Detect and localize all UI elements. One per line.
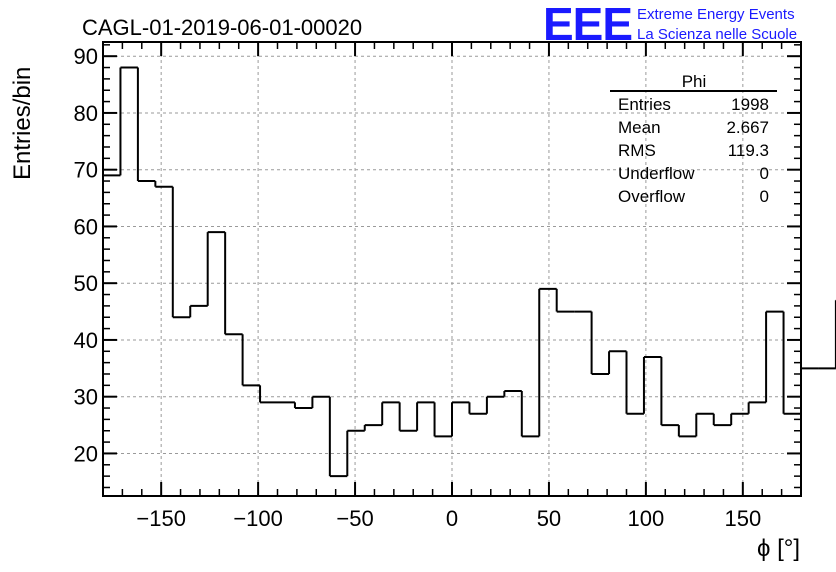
x-tick-label: 0 xyxy=(446,506,458,531)
stats-box: Phi Entries 1998 Mean 2.667 RMS 119.3 Underflo… xyxy=(610,72,777,206)
x-tick-label: 50 xyxy=(537,506,561,531)
stats-row-label: Overflow xyxy=(618,187,686,206)
y-tick-label: 30 xyxy=(74,385,98,410)
x-tick-label: 150 xyxy=(724,506,761,531)
x-tick-label: 100 xyxy=(628,506,665,531)
stats-row-value: 119.3 xyxy=(728,141,769,160)
stats-row-value: 0 xyxy=(760,164,769,183)
y-tick-label: 70 xyxy=(74,158,98,183)
stats-row-value: 0 xyxy=(760,187,769,206)
stats-row-label: Entries xyxy=(618,95,671,114)
chart-title: CAGL-01-2019-06-01-00020 xyxy=(82,15,362,40)
y-tick-labels: 20 30 40 50 60 70 80 90 xyxy=(74,44,98,466)
logo-line2: La Scienza nelle Scuole xyxy=(637,26,797,43)
stats-row-value: 2.667 xyxy=(726,118,769,137)
y-tick-label: 80 xyxy=(74,101,98,126)
x-axis-label: ϕ [°] xyxy=(757,535,800,562)
stats-title: Phi xyxy=(682,72,707,91)
y-tick-label: 90 xyxy=(74,44,98,69)
x-tick-labels: −150 −100 −50 0 50 100 150 xyxy=(136,506,761,531)
axis-ticks xyxy=(102,42,802,496)
x-tick-label: −150 xyxy=(136,506,186,531)
stats-row-label: RMS xyxy=(618,141,656,160)
y-tick-label: 20 xyxy=(74,441,98,466)
x-tick-label: −100 xyxy=(233,506,283,531)
eee-logo: EEE Extreme Energy Events La Scienza nel… xyxy=(543,0,797,50)
grid xyxy=(103,42,801,496)
y-axis-label: Entries/bin xyxy=(9,67,36,180)
stats-row-label: Underflow xyxy=(618,164,695,183)
stats-row-value: 1998 xyxy=(731,95,769,114)
y-tick-label: 40 xyxy=(74,328,98,353)
stats-row-label: Mean xyxy=(618,118,661,137)
y-tick-label: 50 xyxy=(74,271,98,296)
y-tick-label: 60 xyxy=(74,214,98,239)
x-tick-label: −50 xyxy=(336,506,373,531)
logo-line1: Extreme Energy Events xyxy=(637,6,795,23)
